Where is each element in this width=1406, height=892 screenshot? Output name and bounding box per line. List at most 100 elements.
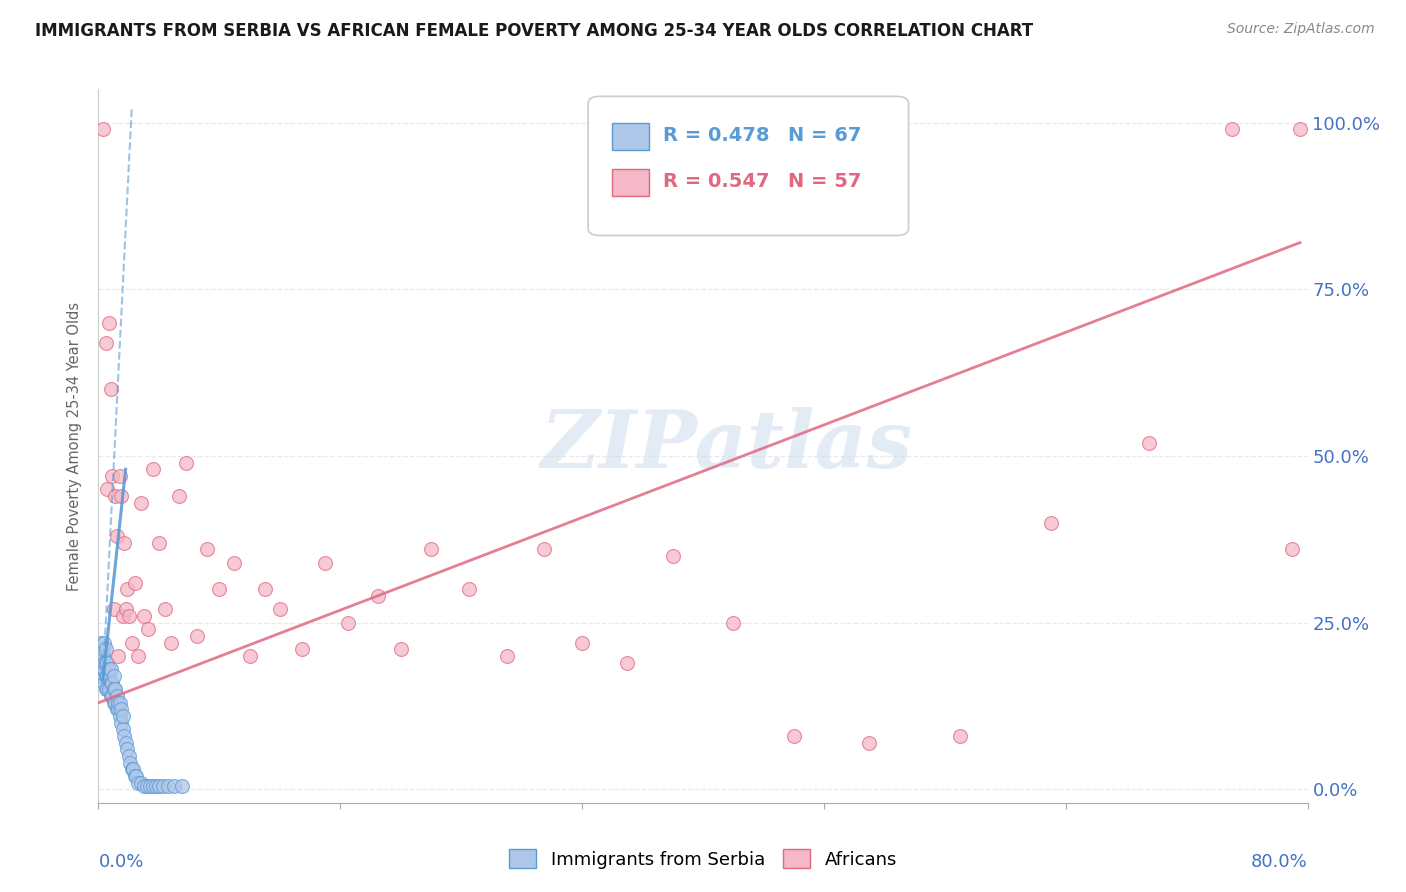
Point xyxy=(118,749,141,764)
Point xyxy=(208,582,231,597)
Point xyxy=(112,535,135,549)
Point xyxy=(100,382,122,396)
Text: 0.0%: 0.0% xyxy=(98,853,143,871)
Point xyxy=(101,675,124,690)
Text: ZIPatlas: ZIPatlas xyxy=(541,408,914,484)
Point xyxy=(105,529,128,543)
Text: R = 0.547: R = 0.547 xyxy=(664,172,769,192)
Point xyxy=(163,779,186,793)
Point xyxy=(111,723,134,737)
Point xyxy=(114,736,136,750)
Point xyxy=(389,642,412,657)
Point xyxy=(314,556,336,570)
Point xyxy=(153,602,176,616)
Text: N = 57: N = 57 xyxy=(787,172,860,192)
Point xyxy=(616,656,638,670)
Point xyxy=(120,756,142,770)
Point xyxy=(148,779,170,793)
Point xyxy=(1281,542,1303,557)
Point xyxy=(174,456,197,470)
Point xyxy=(170,779,193,793)
Point xyxy=(186,629,208,643)
Point xyxy=(124,769,146,783)
Y-axis label: Female Poverty Among 25-34 Year Olds: Female Poverty Among 25-34 Year Olds xyxy=(67,301,83,591)
Point xyxy=(148,535,170,549)
Point xyxy=(115,582,138,597)
Point xyxy=(110,715,132,730)
Point xyxy=(127,776,149,790)
Point xyxy=(495,649,517,664)
Point xyxy=(167,489,190,503)
Point xyxy=(111,609,134,624)
Point xyxy=(107,702,129,716)
Point xyxy=(115,742,138,756)
Point xyxy=(253,582,276,597)
Point xyxy=(136,623,159,637)
Point xyxy=(1137,435,1160,450)
Point xyxy=(122,763,145,777)
Point xyxy=(107,649,129,664)
Point xyxy=(132,609,155,624)
Point xyxy=(121,636,143,650)
Point xyxy=(93,656,115,670)
Point xyxy=(129,776,152,790)
Point xyxy=(571,636,593,650)
Point xyxy=(132,779,155,793)
Point xyxy=(662,549,685,563)
Point xyxy=(142,462,165,476)
Point xyxy=(129,496,152,510)
Point xyxy=(103,669,125,683)
Point xyxy=(98,316,121,330)
Point xyxy=(291,642,314,657)
Point xyxy=(89,662,111,676)
Point xyxy=(160,636,183,650)
Point xyxy=(108,469,131,483)
Point xyxy=(93,675,115,690)
Text: N = 67: N = 67 xyxy=(787,126,860,145)
Point xyxy=(107,696,129,710)
FancyBboxPatch shape xyxy=(588,96,908,235)
Point xyxy=(145,779,167,793)
FancyBboxPatch shape xyxy=(613,169,648,196)
Point xyxy=(104,682,127,697)
Point xyxy=(103,682,125,697)
Point xyxy=(94,669,117,683)
Point xyxy=(110,702,132,716)
Point xyxy=(195,542,218,557)
Point xyxy=(104,696,127,710)
FancyBboxPatch shape xyxy=(613,123,648,150)
Point xyxy=(96,682,118,697)
Point xyxy=(457,582,479,597)
Point xyxy=(367,589,389,603)
Point xyxy=(89,642,111,657)
Point xyxy=(103,602,125,616)
Point xyxy=(100,662,122,676)
Point xyxy=(105,689,128,703)
Point xyxy=(89,656,111,670)
Point xyxy=(96,656,118,670)
Point xyxy=(108,709,131,723)
Point xyxy=(90,669,112,683)
Point xyxy=(91,649,114,664)
Point xyxy=(101,689,124,703)
Point xyxy=(112,729,135,743)
Point xyxy=(156,779,179,793)
Point xyxy=(1039,516,1062,530)
Point xyxy=(336,615,359,630)
Text: R = 0.478: R = 0.478 xyxy=(664,126,769,145)
Point xyxy=(723,615,745,630)
Point xyxy=(90,636,112,650)
Text: Source: ZipAtlas.com: Source: ZipAtlas.com xyxy=(1227,22,1375,37)
Point xyxy=(121,763,143,777)
Point xyxy=(100,689,122,703)
Point xyxy=(152,779,174,793)
Point xyxy=(269,602,291,616)
Point xyxy=(94,335,117,350)
Point xyxy=(142,779,165,793)
Point xyxy=(90,649,112,664)
Point xyxy=(420,542,443,557)
Point xyxy=(1220,122,1243,136)
Point xyxy=(98,662,121,676)
Legend: Immigrants from Serbia, Africans: Immigrants from Serbia, Africans xyxy=(502,842,904,876)
Text: IMMIGRANTS FROM SERBIA VS AFRICAN FEMALE POVERTY AMONG 25-34 YEAR OLDS CORRELATI: IMMIGRANTS FROM SERBIA VS AFRICAN FEMALE… xyxy=(35,22,1033,40)
